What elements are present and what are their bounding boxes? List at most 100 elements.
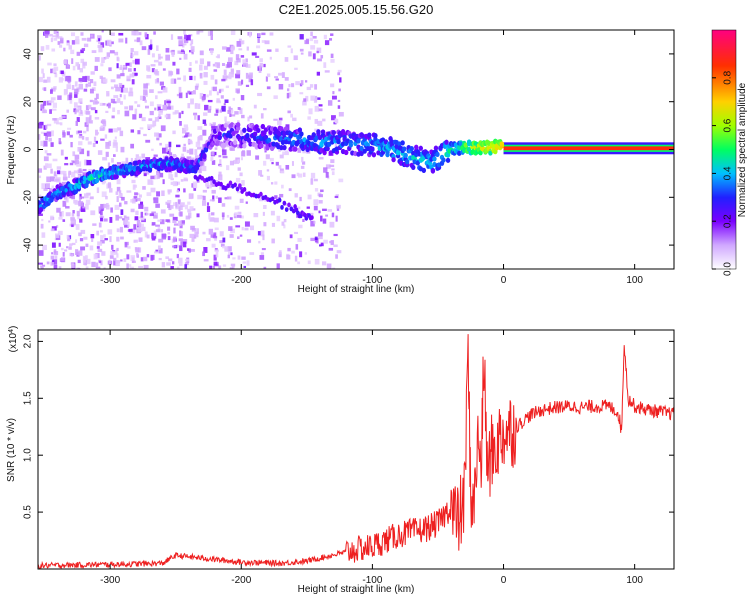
noise-speckle	[240, 55, 245, 58]
noise-speckle	[232, 135, 237, 140]
noise-speckle	[314, 105, 320, 112]
noise-speckle	[60, 170, 65, 175]
noise-speckle	[193, 112, 198, 116]
noise-speckle	[187, 103, 191, 109]
noise-speckle	[317, 97, 321, 100]
noise-speckle	[229, 107, 233, 111]
noise-speckle	[316, 50, 319, 54]
noise-speckle	[66, 109, 69, 113]
noise-speckle	[105, 204, 110, 210]
noise-speckle	[234, 111, 239, 115]
noise-speckle	[221, 203, 226, 207]
noise-speckle	[153, 212, 158, 216]
noise-speckle	[266, 86, 271, 90]
noise-speckle	[80, 196, 85, 199]
noise-speckle	[250, 79, 254, 86]
noise-speckle	[75, 239, 78, 243]
noise-speckle	[45, 124, 48, 129]
noise-speckle	[41, 208, 45, 212]
noise-speckle	[136, 156, 142, 160]
noise-speckle	[153, 31, 156, 35]
noise-speckle	[158, 248, 163, 254]
noise-speckle	[234, 205, 240, 210]
snr-frame	[37, 329, 675, 570]
noise-speckle	[133, 239, 138, 243]
noise-speckle	[330, 33, 334, 36]
noise-speckle	[89, 99, 93, 103]
noise-speckle	[128, 105, 134, 111]
noise-speckle	[42, 109, 47, 114]
noise-speckle	[124, 218, 129, 224]
noise-speckle	[299, 34, 304, 40]
noise-speckle	[86, 159, 92, 166]
noise-speckle	[45, 135, 49, 141]
noise-speckle	[314, 128, 319, 132]
ridge-mark	[444, 139, 449, 145]
noise-speckle	[226, 47, 231, 52]
noise-speckle	[162, 68, 166, 71]
branch-mark	[233, 182, 237, 188]
noise-speckle	[212, 235, 218, 239]
x-tick-label: 0	[501, 275, 507, 286]
noise-speckle	[204, 104, 209, 111]
noise-speckle	[48, 137, 52, 142]
noise-speckle	[115, 260, 120, 267]
noise-speckle	[230, 228, 235, 234]
noise-speckle	[42, 73, 45, 79]
noise-speckle	[131, 53, 134, 57]
noise-speckle	[166, 113, 171, 120]
noise-speckle	[76, 210, 80, 217]
noise-speckle	[227, 250, 232, 256]
noise-speckle	[216, 91, 219, 96]
spectrogram-noise	[38, 30, 344, 269]
noise-speckle	[169, 71, 174, 76]
noise-speckle	[126, 75, 131, 79]
noise-speckle	[101, 191, 107, 198]
noise-speckle	[323, 239, 328, 244]
noise-speckle	[313, 220, 316, 224]
noise-speckle	[136, 252, 139, 257]
noise-speckle	[151, 68, 155, 73]
noise-speckle	[203, 80, 208, 85]
noise-speckle	[197, 194, 203, 200]
noise-speckle	[222, 214, 225, 220]
noise-speckle	[300, 165, 305, 169]
noise-speckle	[245, 201, 248, 204]
ridge-mark	[283, 126, 289, 132]
noise-speckle	[224, 99, 229, 103]
ridge-mark	[259, 143, 264, 149]
noise-speckle	[246, 239, 252, 243]
noise-speckle	[168, 141, 172, 148]
noise-speckle	[62, 252, 65, 257]
noise-speckle	[216, 62, 220, 69]
noise-speckle	[318, 236, 323, 240]
noise-speckle	[116, 63, 119, 69]
noise-speckle	[310, 95, 315, 101]
noise-speckle	[249, 252, 255, 255]
colorbar-label: Normalized spectral amplitude	[737, 82, 748, 217]
noise-speckle	[151, 148, 154, 151]
noise-speckle	[237, 159, 240, 163]
noise-speckle	[99, 230, 103, 233]
noise-speckle	[51, 252, 54, 255]
noise-speckle	[269, 56, 272, 60]
noise-speckle	[165, 48, 170, 53]
noise-speckle	[79, 218, 83, 223]
noise-speckle	[165, 219, 170, 222]
snr-plot-area	[38, 330, 674, 569]
noise-speckle	[118, 193, 123, 197]
noise-speckle	[74, 88, 79, 95]
noise-speckle	[78, 196, 82, 202]
noise-speckle	[335, 254, 338, 259]
noise-speckle	[337, 69, 342, 73]
noise-speckle	[230, 252, 233, 256]
noise-speckle	[55, 178, 60, 182]
noise-speckle	[266, 49, 272, 52]
noise-speckle	[43, 156, 49, 162]
noise-speckle	[103, 218, 108, 222]
noise-speckle	[67, 127, 72, 130]
noise-speckle	[143, 170, 147, 174]
ridge-mark	[316, 129, 321, 135]
noise-speckle	[95, 266, 101, 269]
noise-speckle	[114, 204, 120, 210]
